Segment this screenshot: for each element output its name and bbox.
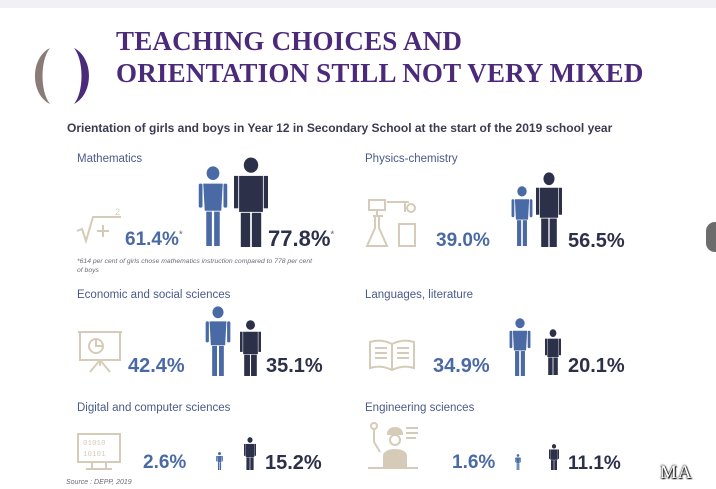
source-note: Source : DEPP, 2019 <box>66 479 132 486</box>
boy-figure-icon <box>549 444 559 470</box>
boys-percentage-physics-chemistry: 56.5% <box>568 230 625 252</box>
sqrt-formula-icon: 2 <box>76 207 121 245</box>
bracket-logo-icon <box>35 48 89 104</box>
category-label-digital-computer: Digital and computer sciences <box>77 402 231 414</box>
infographic-subtitle: Orientation of girls and boys in Year 12… <box>67 121 613 135</box>
category-label-languages-literature: Languages, literature <box>365 289 474 301</box>
girl-figure-icon <box>511 186 533 246</box>
lab-flask-icon <box>365 199 416 247</box>
boy-figure-icon <box>545 329 561 375</box>
footnote: *614 per cent of girls chose mathematics… <box>77 258 312 274</box>
watermark: MA <box>660 462 693 483</box>
girls-percentage-physics-chemistry: 39.0% <box>436 230 490 251</box>
open-book-icon <box>369 339 415 372</box>
category-label-engineering: Engineering sciences <box>365 402 475 414</box>
girl-figure-icon <box>198 166 228 246</box>
engineer-icon <box>368 422 418 469</box>
boys-percentage-engineering: 11.1% <box>568 453 621 474</box>
boy-figure-icon <box>240 320 261 376</box>
presentation-board-icon <box>78 331 122 373</box>
svg-text:2: 2 <box>115 207 120 217</box>
page-title-line-2: ORIENTATION STILL NOT VERY MIXED <box>116 58 644 88</box>
girl-figure-icon <box>515 454 521 470</box>
category-label-economic-social: Economic and social sciences <box>77 289 231 301</box>
girl-figure-icon <box>509 318 531 376</box>
top-band <box>0 0 716 8</box>
girl-figure-icon <box>216 452 223 470</box>
girls-percentage-mathematics: 61.4%* <box>125 229 183 250</box>
page-title-line-1: TEACHING CHOICES AND <box>116 26 463 56</box>
svg-text:10101: 10101 <box>83 451 106 459</box>
boys-percentage-economic-social: 35.1% <box>266 355 323 377</box>
girls-percentage-engineering: 1.6% <box>452 452 496 473</box>
girls-percentage-economic-social: 42.4% <box>128 355 185 377</box>
slide-nav-handle[interactable] <box>706 222 716 252</box>
category-label-physics-chemistry: Physics-chemistry <box>365 153 458 165</box>
girl-figure-icon <box>205 306 231 376</box>
girls-percentage-languages-literature: 34.9% <box>433 355 490 377</box>
boy-figure-icon <box>536 172 562 247</box>
boys-percentage-languages-literature: 20.1% <box>568 355 625 377</box>
category-label-mathematics: Mathematics <box>77 153 143 165</box>
boy-figure-icon <box>234 157 268 247</box>
boys-percentage-mathematics: 77.8%* <box>268 226 335 251</box>
binary-monitor-icon: 01010 10101 <box>77 433 121 470</box>
boy-figure-icon <box>244 437 256 470</box>
svg-text:01010: 01010 <box>83 440 106 448</box>
girls-percentage-digital-computer: 2.6% <box>143 452 187 473</box>
boys-percentage-digital-computer: 15.2% <box>265 452 322 474</box>
